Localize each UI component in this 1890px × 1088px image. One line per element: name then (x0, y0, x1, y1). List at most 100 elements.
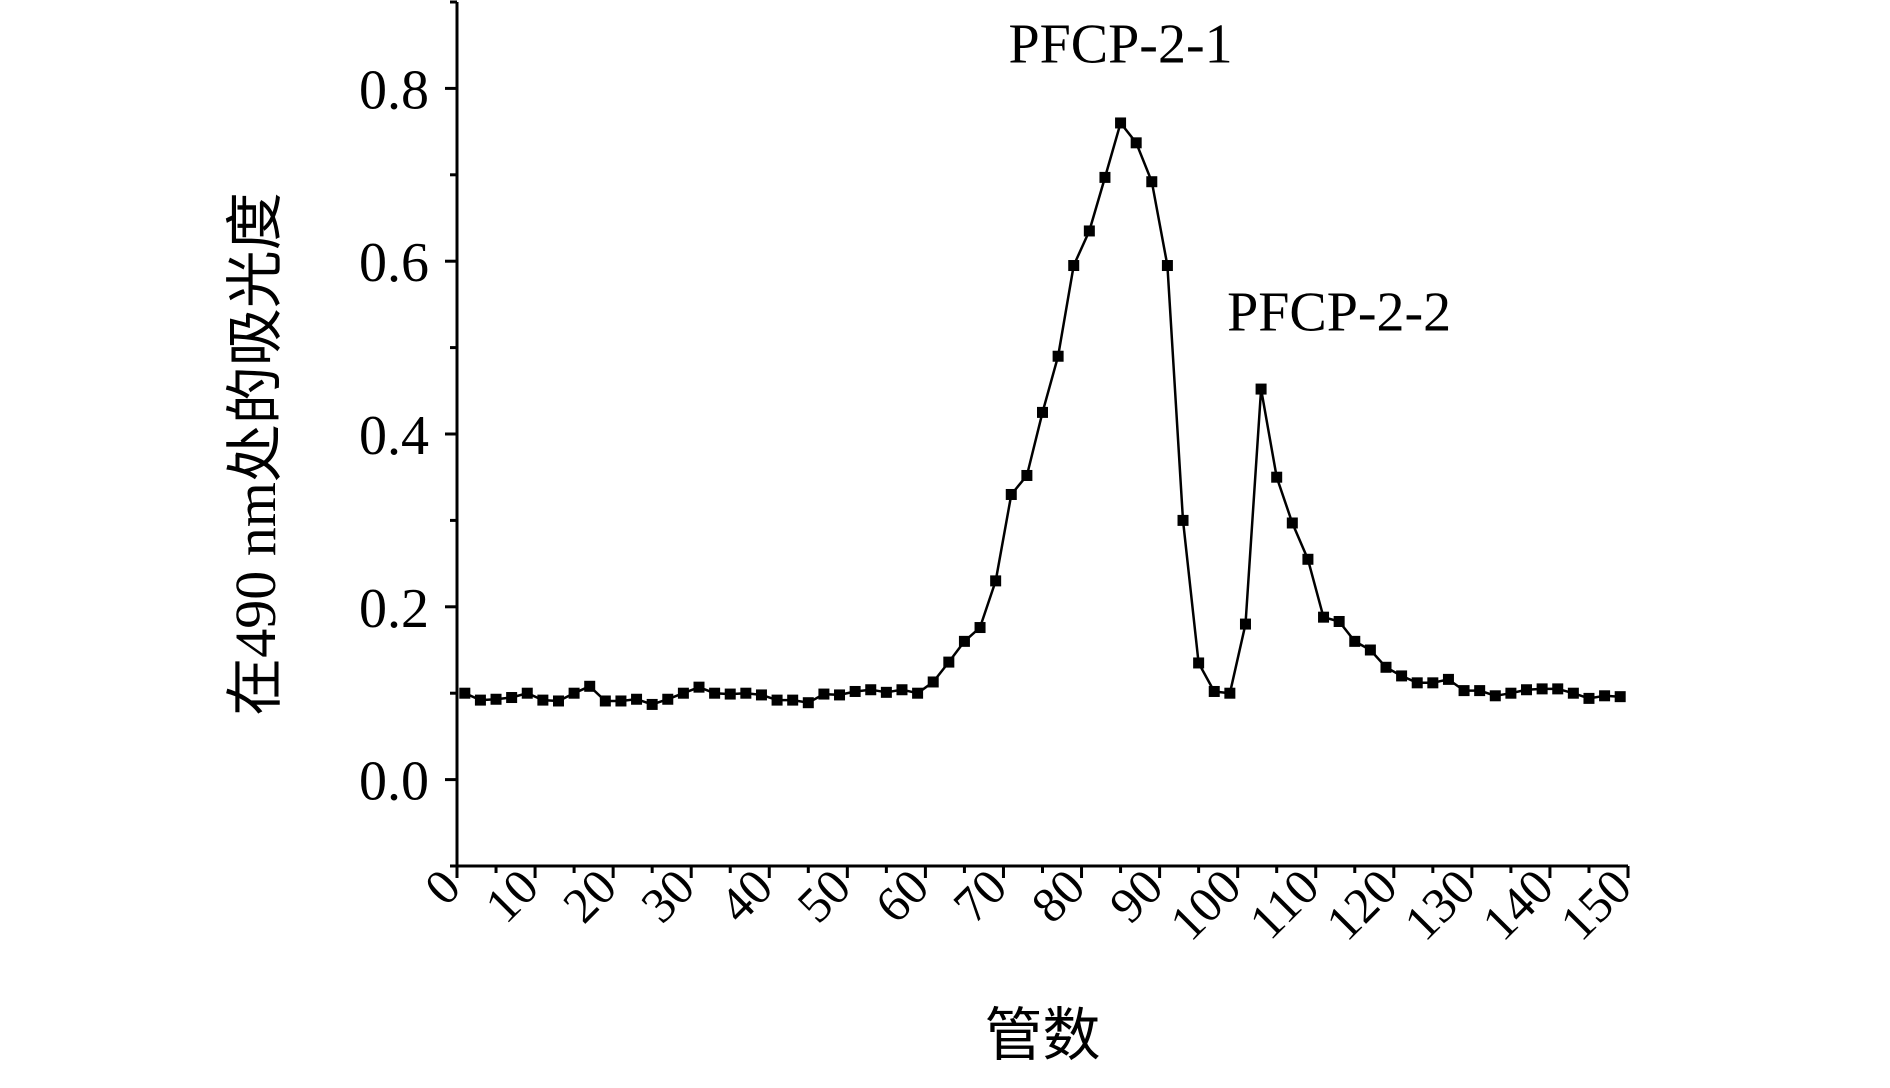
data-point (1489, 690, 1501, 702)
data-point (646, 698, 658, 710)
data-point (568, 687, 580, 699)
data-point (584, 680, 596, 692)
data-point (912, 687, 924, 699)
data-point (1286, 517, 1298, 529)
data-point (802, 697, 814, 709)
data-point (1599, 690, 1611, 702)
data-point (1442, 673, 1454, 685)
data-point (1458, 685, 1470, 697)
labels: 在490 nm处的吸光度 管数 (223, 192, 1101, 1068)
data-point (958, 635, 970, 647)
data-point (927, 676, 939, 688)
annotations: PFCP-2-1 PFCP-2-2 (1009, 13, 1452, 343)
data-point (709, 687, 721, 699)
data-point (474, 694, 486, 706)
data-point (506, 692, 518, 704)
data-point (1411, 677, 1423, 689)
data-point (677, 687, 689, 699)
data-point (1552, 683, 1564, 695)
axes (455, 2, 1628, 868)
data-point (490, 693, 502, 705)
data-point (1349, 635, 1361, 647)
data-point (1224, 687, 1236, 699)
data-point (818, 688, 830, 700)
data-point (537, 694, 549, 706)
data-point (1193, 657, 1205, 669)
data-point (459, 687, 471, 699)
y-tick-label: 0.6 (359, 232, 429, 294)
data-point (1146, 176, 1158, 188)
data-point (849, 685, 861, 697)
data-point (1567, 687, 1579, 699)
data-point (1068, 260, 1080, 272)
axis-ticks: 0.00.20.40.60.80 10 20 30 40 50 60 70 80 90100110… (359, 0, 1642, 951)
data-point (1130, 137, 1142, 149)
data-point (880, 686, 892, 698)
data-point (1364, 644, 1376, 656)
data-point (724, 688, 736, 700)
x-axis-title: 管数 (984, 1003, 1100, 1068)
x-tick-label: 80 (1020, 858, 1095, 933)
data-point (631, 693, 643, 705)
y-tick-label: 0.8 (359, 59, 429, 121)
data-point (1161, 260, 1173, 272)
x-tick-label: 90 (1098, 858, 1173, 933)
data-point (787, 694, 799, 706)
data-point (1505, 687, 1517, 699)
data-point (599, 695, 611, 707)
x-tick-label: 30 (630, 858, 705, 933)
x-tick-label: 60 (864, 858, 939, 933)
data-point (1333, 615, 1345, 627)
data-point (896, 684, 908, 696)
data-point (740, 687, 752, 699)
data-point (1271, 471, 1283, 483)
data-point (1318, 611, 1330, 623)
peak-annotation: PFCP-2-1 (1009, 13, 1233, 75)
data-point (834, 689, 846, 701)
data-point (1083, 225, 1095, 237)
x-tick-label: 40 (708, 858, 783, 933)
y-tick-label: 0.2 (359, 578, 429, 640)
data-point (1427, 677, 1439, 689)
data-point (1037, 406, 1048, 418)
x-tick-label: 50 (786, 858, 861, 933)
data-point (521, 687, 533, 699)
data-point (693, 681, 705, 693)
data-point (1099, 171, 1111, 183)
data-point (943, 656, 955, 668)
data-point (1115, 117, 1127, 129)
data-point (990, 575, 1002, 587)
y-tick-label: 0.0 (359, 751, 429, 813)
data-point (1052, 350, 1064, 362)
data-point (974, 622, 986, 634)
data-point (1583, 692, 1595, 704)
data-series (459, 117, 1626, 710)
data-point (1239, 618, 1251, 630)
data-point (615, 695, 627, 707)
data-point (755, 689, 767, 701)
data-point (1521, 684, 1533, 696)
y-tick-label: 0.4 (359, 405, 429, 467)
peak-annotation: PFCP-2-2 (1227, 281, 1451, 343)
data-point (552, 695, 564, 707)
data-point (771, 694, 783, 706)
data-point (1255, 383, 1267, 395)
x-tick-label: 10 (474, 858, 549, 933)
data-point (1396, 670, 1408, 682)
data-point (1005, 488, 1017, 500)
data-point (1208, 685, 1220, 697)
x-tick-label: 20 (552, 858, 627, 933)
data-point (1536, 683, 1548, 695)
x-tick-label: 70 (942, 858, 1017, 933)
data-point (1380, 661, 1392, 673)
data-point (865, 684, 877, 696)
data-point (662, 693, 674, 705)
data-point (1177, 514, 1189, 526)
data-point (1614, 691, 1626, 703)
data-point (1474, 685, 1486, 697)
data-point (1302, 553, 1314, 565)
y-axis-title: 在490 nm处的吸光度 (223, 192, 288, 716)
data-point (1021, 469, 1033, 481)
